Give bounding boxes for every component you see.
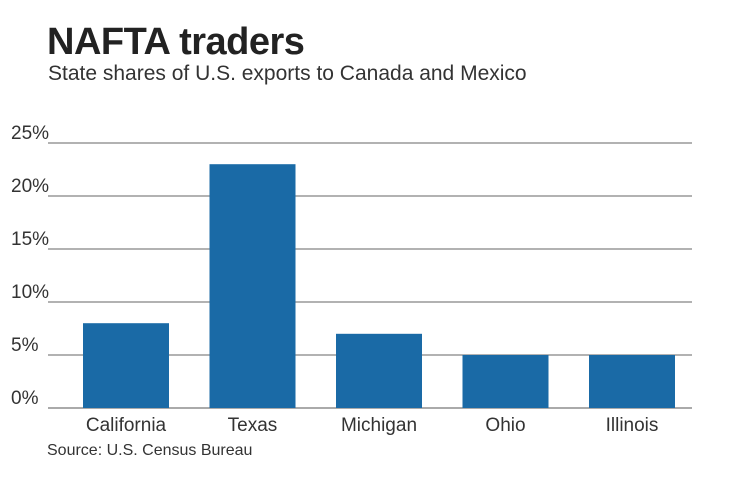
x-tick-labels: California Texas Michigan Ohio Illinois	[86, 415, 659, 436]
chart-subtitle: State shares of U.S. exports to Canada a…	[48, 62, 527, 85]
x-tick-label: Illinois	[606, 415, 659, 436]
y-tick-label: 5%	[11, 335, 39, 356]
x-tick-label: Ohio	[485, 415, 525, 436]
bar-texas	[209, 164, 296, 408]
y-tick-label: 10%	[11, 282, 49, 303]
y-tick-labels: 0% 5% 10% 15% 20% 25%	[11, 123, 49, 409]
x-tick-label: California	[86, 415, 167, 436]
x-tick-label: Michigan	[341, 415, 417, 436]
bar-ohio	[462, 355, 549, 408]
y-tick-label: 20%	[11, 176, 49, 197]
chart-title: NAFTA traders	[47, 21, 305, 63]
y-tick-label: 0%	[11, 388, 39, 409]
bars	[83, 164, 675, 408]
source-note: Source: U.S. Census Bureau	[47, 442, 253, 459]
bar-michigan	[336, 333, 422, 408]
bar-california	[83, 323, 169, 408]
x-tick-label: Texas	[228, 415, 278, 436]
y-tick-label: 15%	[11, 229, 49, 250]
y-tick-label: 25%	[11, 123, 49, 144]
bar-illinois	[589, 355, 675, 408]
